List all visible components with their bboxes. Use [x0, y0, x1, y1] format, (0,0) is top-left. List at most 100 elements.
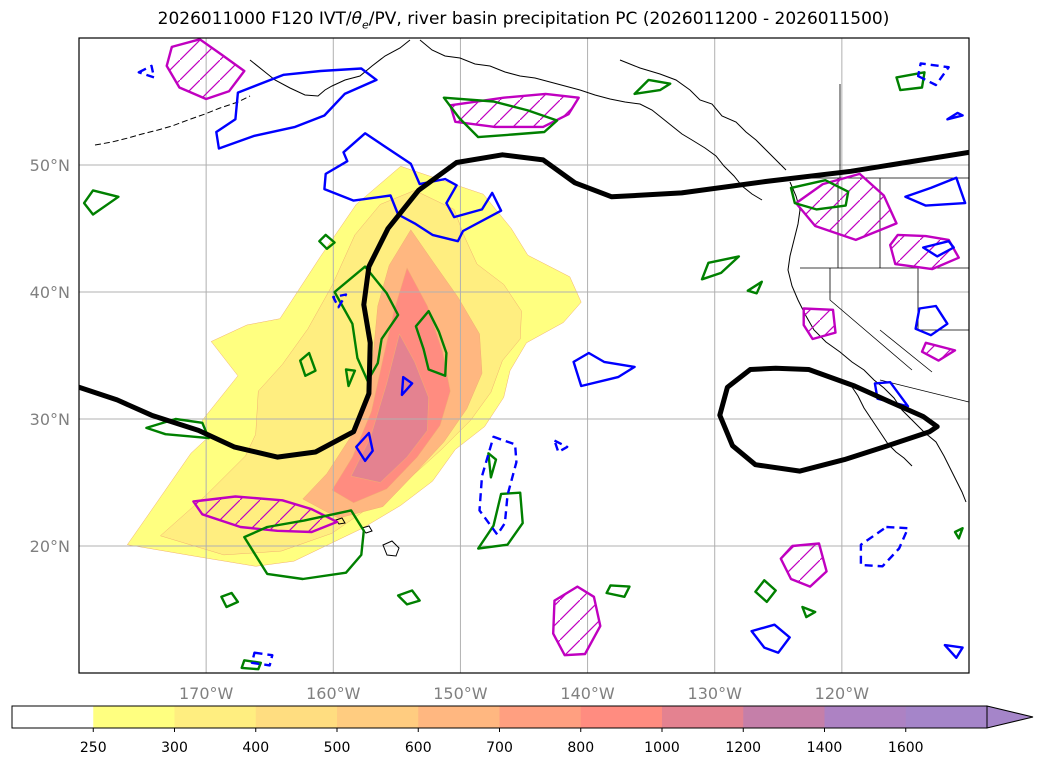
theta-e-contour	[700, 255, 741, 281]
lon-tick-label: 120°W	[815, 684, 870, 703]
lon-tick-label: 140°W	[560, 684, 615, 703]
theta-e-contour	[299, 351, 317, 377]
pv-contour	[750, 623, 791, 654]
colorbar-segment	[580, 706, 663, 728]
pv-contour-dashed	[478, 435, 518, 536]
theta-e-contour	[605, 584, 631, 598]
colorbar-segment	[662, 706, 744, 728]
lon-tick-label: 160°W	[306, 684, 361, 703]
coastlines	[94, 39, 969, 557]
pv-contours	[137, 62, 967, 667]
precip-pc-region	[552, 585, 602, 657]
theta-e-contour	[396, 589, 421, 606]
pv-contour	[922, 239, 955, 258]
coastline-alaska-islands	[619, 59, 787, 171]
theta-e-contour	[754, 579, 777, 604]
colorbar-tick-label: 800	[567, 740, 594, 756]
pv-black-line	[79, 149, 969, 460]
map-panel	[78, 37, 970, 674]
title-theta-subscript: e	[362, 18, 369, 32]
lat-tick-label: 50°N	[30, 156, 70, 175]
colorbar-segment	[824, 706, 907, 728]
precip-pc-regions	[165, 38, 960, 657]
colorbar-tick-label: 1200	[725, 740, 761, 756]
theta-e-contours	[82, 71, 964, 671]
theta-e-contour	[895, 71, 926, 92]
title-theta: θ	[351, 9, 362, 29]
colorbar-tick-label: 600	[405, 740, 432, 756]
title-prefix: 2026011000 F120 IVT/	[157, 9, 352, 29]
pv-contour	[215, 67, 378, 150]
coastline-aleutians	[94, 95, 251, 146]
colorbar-tick-label: 700	[486, 740, 513, 756]
theta-e-contour	[801, 605, 817, 619]
colorbar-segment	[743, 706, 825, 728]
theta-e-contour	[414, 309, 448, 377]
colorbar-tick-label: 1600	[888, 740, 924, 756]
lat-lon-gridlines	[79, 38, 969, 673]
chart-title: 2026011000 F120 IVT/θe/PV, river basin p…	[0, 9, 1047, 31]
colorbar-segment	[174, 706, 257, 728]
colorbar-tick-label: 250	[80, 740, 107, 756]
pv-contour-dashed	[916, 62, 950, 87]
coastline-baja	[849, 383, 913, 467]
theta-e-contour	[953, 527, 964, 540]
theta-e-contour	[145, 417, 210, 440]
colorbar-tick-label: 1000	[644, 740, 680, 756]
precip-pc-region	[449, 92, 580, 129]
pv-contour-dashed	[859, 525, 910, 568]
colorbar-segment	[255, 706, 338, 728]
theta-e-contour	[318, 233, 336, 251]
precip-pc-region	[794, 172, 898, 242]
pv-contour	[572, 351, 636, 388]
theta-e-contour	[220, 591, 240, 609]
pv-2-black-contours	[79, 149, 969, 474]
lon-tick-label: 150°W	[433, 684, 488, 703]
theta-e-contour	[477, 491, 524, 550]
pv-contour	[323, 132, 503, 243]
theta-e-contour	[344, 368, 357, 388]
precip-pc-region	[802, 307, 837, 341]
theta-e-contour	[746, 280, 763, 295]
pv-contour-dashed	[332, 293, 348, 309]
theta-e-contour	[333, 265, 400, 383]
theta-e-contour	[633, 78, 672, 96]
pv-contour	[400, 375, 414, 397]
precip-pc-region	[920, 341, 957, 362]
island-hawaii-big	[382, 540, 400, 557]
coastline-us-west	[787, 181, 967, 503]
lat-tick-label: 30°N	[30, 410, 70, 429]
lat-tick-label: 20°N	[30, 537, 70, 556]
pv-contour	[943, 643, 964, 659]
lon-tick-labels: 170°W 160°W 150°W 140°W 130°W 120°W	[179, 684, 869, 703]
lon-tick-label: 130°W	[688, 684, 743, 703]
coastline-alaska	[249, 39, 763, 201]
theta-e-contour	[243, 509, 365, 581]
pv-contour	[904, 176, 967, 207]
theta-e-contour	[240, 659, 262, 671]
colorbar-segment	[12, 706, 94, 728]
precip-pc-region	[165, 38, 246, 101]
precip-pc-region	[192, 495, 339, 534]
pv-black-line	[717, 365, 940, 474]
colorbar-segment	[905, 706, 988, 728]
lat-tick-label: 40°N	[30, 283, 70, 302]
pv-contour	[355, 431, 374, 463]
colorbar-segment	[499, 706, 582, 728]
colorbar: 250 300 400 500 600 700 800 1000 1200 1400 1600	[11, 705, 1034, 756]
colorbar-tick-label: 500	[324, 740, 351, 756]
pv-contour-dashed	[250, 651, 274, 667]
map-frame	[78, 37, 970, 674]
colorbar-tick-label: 400	[242, 740, 269, 756]
theta-e-contour	[487, 452, 498, 479]
colorbar-extend-arrow	[986, 705, 1034, 729]
pv-contour-dashed	[137, 64, 156, 79]
lat-tick-labels: 20°N 30°N 40°N 50°N	[30, 156, 70, 556]
lon-tick-label: 170°W	[179, 684, 234, 703]
colorbar-segment	[418, 706, 500, 728]
title-suffix: /PV, river basin precipitation PC (20260…	[368, 9, 890, 29]
theta-e-contour	[789, 178, 850, 211]
theta-e-contour	[82, 189, 120, 216]
colorbar-tick-label: 1400	[807, 740, 843, 756]
